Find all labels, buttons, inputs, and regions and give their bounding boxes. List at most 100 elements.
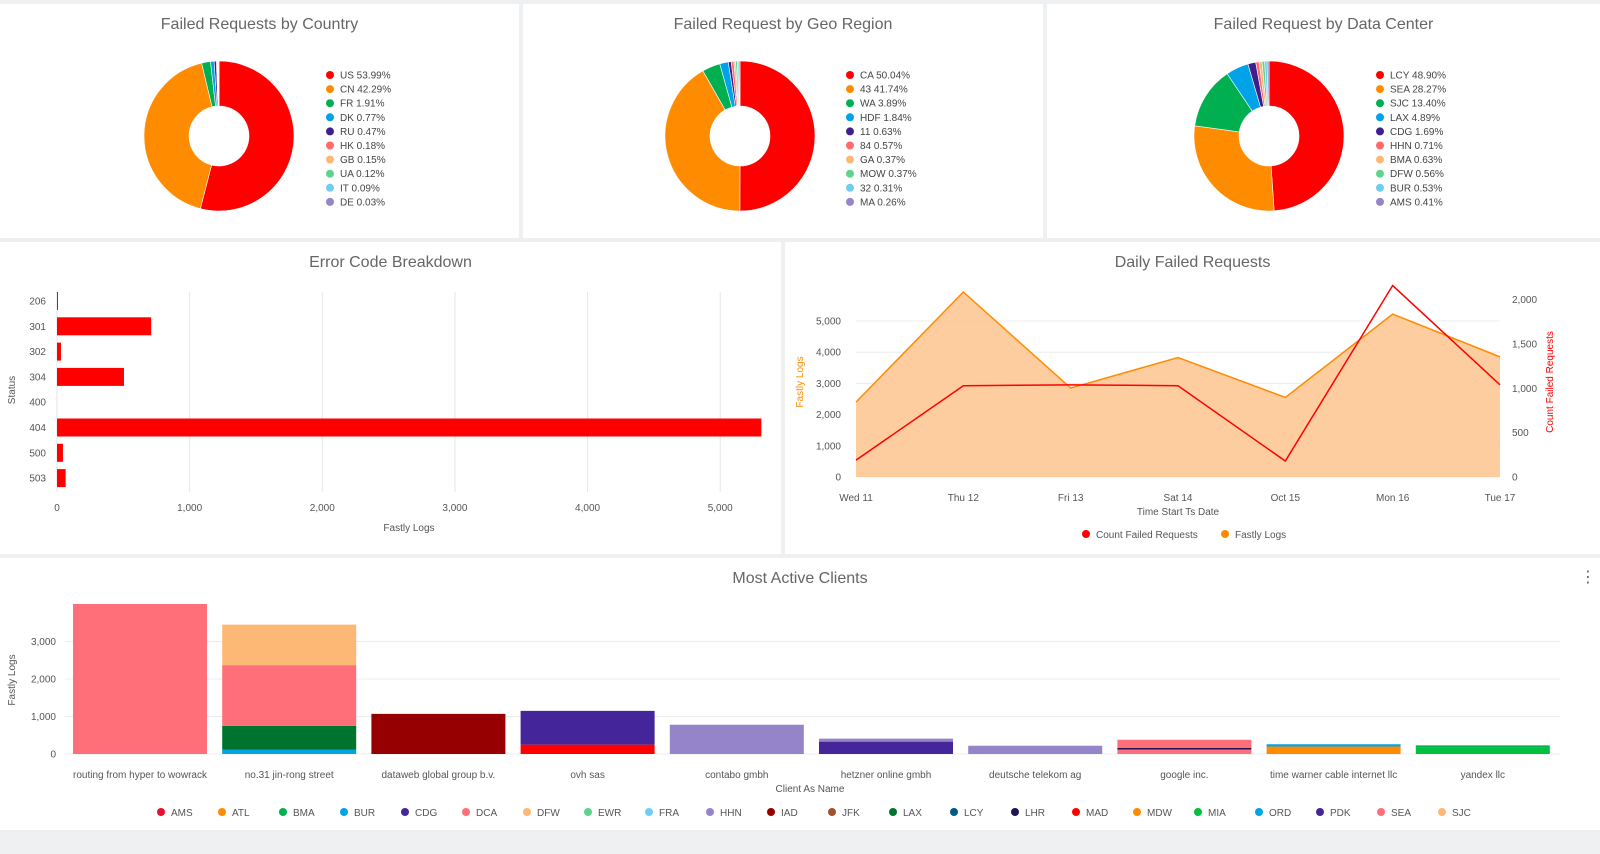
x-axis-title: Client As Name: [776, 784, 845, 795]
x-tick-label: Wed 11: [839, 493, 873, 504]
legend-dot: [889, 808, 897, 816]
legend-dot: [846, 183, 854, 192]
legend-label: DFW 0.56%: [1390, 169, 1444, 180]
legend-dot: [326, 85, 334, 94]
x-tick-label: Tue 17: [1485, 493, 1516, 504]
x-tick-label: 1,000: [177, 503, 202, 514]
legend-label: FR 1.91%: [340, 99, 385, 110]
bar: [57, 317, 152, 336]
legend-label: Fastly Logs: [1235, 530, 1286, 541]
pie-chart-region[interactable]: CA 50.04% 43 41.74% WA 3.89% HDF 1.84% 11 0.…: [523, 4, 1043, 238]
legend-dot: [846, 113, 854, 122]
pie-slice: [1266, 60, 1270, 107]
legend-label: BUR: [354, 808, 375, 819]
legend-label: MDW: [1147, 808, 1173, 819]
x-tick-label: hetzner online gmbh: [841, 770, 932, 781]
legend-label: RU 0.47%: [340, 127, 386, 138]
y-tick-label: 206: [29, 297, 46, 308]
legend-dot: [218, 808, 226, 816]
legend-dot: [767, 808, 775, 816]
legend-dot: [846, 155, 854, 164]
legend-label: 43 41.74%: [860, 85, 908, 96]
fastly-logs-area: [856, 291, 1500, 477]
pie-chart-country[interactable]: US 53.99% CN 42.29% FR 1.91% DK 0.77% RU 0.4…: [0, 4, 519, 238]
pie-chart-datacenter[interactable]: LCY 48.90% SEA 28.27% SJC 13.40% LAX 4.89% C…: [1047, 4, 1600, 238]
legend-label: SEA 28.27%: [1390, 85, 1446, 96]
legend-dot: [1194, 808, 1202, 816]
y-tick-label: 301: [29, 322, 46, 333]
legend-dot: [584, 808, 592, 816]
panel-title: Failed Request by Data Center: [1213, 16, 1434, 33]
panel-title: Error Code Breakdown: [309, 254, 472, 271]
x-axis-title: Fastly Logs: [383, 523, 434, 534]
bar: [57, 469, 66, 488]
bar-segment: [222, 725, 357, 750]
pie-slice: [1268, 60, 1345, 212]
y-tick-label: 2,000: [816, 410, 841, 421]
legend-label: LAX 4.89%: [1390, 113, 1440, 124]
legend-label: IAD: [781, 808, 798, 819]
legend-label: CDG 1.69%: [1390, 127, 1443, 138]
legend-dot: [1377, 808, 1385, 816]
legend-dot: [326, 113, 334, 122]
x-tick-label: time warner cable internet llc: [1270, 770, 1397, 781]
legend-label: GA 0.37%: [860, 155, 905, 166]
bar: [57, 342, 61, 361]
x-tick-label: yandex llc: [1461, 770, 1505, 781]
legend-label: CDG: [415, 808, 437, 819]
x-tick-label: Mon 16: [1376, 493, 1410, 504]
legend-dot: [326, 99, 334, 108]
legend-dot: [950, 808, 958, 816]
legend-label: DFW: [537, 808, 560, 819]
y2-axis-title: Count Failed Requests: [1545, 331, 1556, 433]
count-failed-line: [855, 284, 1501, 463]
legend-dot: [1082, 530, 1090, 538]
bar-segment: [222, 624, 357, 666]
y-tick-label: 503: [29, 474, 46, 485]
legend-label: ATL: [232, 808, 250, 819]
legend-label: LAX: [903, 808, 922, 819]
pie-slice: [1193, 125, 1275, 212]
legend-dot: [340, 808, 348, 816]
legend-dot: [846, 127, 854, 136]
bar-segment: [968, 745, 1103, 754]
legend-label: 32 0.31%: [860, 183, 902, 194]
legend-dot: [846, 99, 854, 108]
error-code-chart[interactable]: 0 1,000 2,000 3,000 4,000 5,000 206 301 302 304 40…: [0, 242, 781, 554]
bar-segment: [1415, 745, 1550, 748]
x-tick-label: 0: [54, 503, 60, 514]
x-tick-label: deutsche telekom ag: [989, 770, 1081, 781]
x-tick-label: Sat 14: [1164, 493, 1193, 504]
y2-tick-label: 1,500: [1512, 340, 1537, 351]
x-tick-label: Thu 12: [948, 493, 980, 504]
pie-slice: [143, 62, 213, 210]
x-tick-label: 3,000: [442, 503, 467, 514]
x-tick-label: dataweb global group b.v.: [382, 770, 496, 781]
legend-label: BUR 0.53%: [1390, 183, 1442, 194]
y-tick-label: 5,000: [816, 317, 841, 328]
y-tick-label: 1,000: [816, 441, 841, 452]
clients-chart[interactable]: 0 1,000 2,000 3,000 routing from hyper to wo…: [0, 558, 1600, 830]
legend-label: SEA: [1391, 808, 1411, 819]
y-tick-label: 302: [29, 347, 46, 358]
legend-label: CN 42.29%: [340, 85, 391, 96]
legend-dot: [846, 141, 854, 150]
clients-panel: Most Active Clients ⋮ 0 1,000 2,000 3,000 ro…: [0, 558, 1600, 830]
legend-dot: [523, 808, 531, 816]
legend-dot: [1072, 808, 1080, 816]
x-tick-label: 2,000: [310, 503, 335, 514]
legend-dot: [1376, 85, 1384, 94]
daily-failed-chart[interactable]: 0 1,000 2,000 3,000 4,000 5,000 0 500 1,000 1,500…: [785, 242, 1600, 554]
legend-label: BMA 0.63%: [1390, 155, 1442, 166]
y2-tick-label: 2,000: [1512, 295, 1537, 306]
y2-tick-label: 500: [1512, 428, 1529, 439]
y-tick-label: 304: [29, 372, 46, 383]
panel-title: Daily Failed Requests: [1114, 254, 1271, 271]
legend-label: DK 0.77%: [340, 113, 385, 124]
y2-tick-label: 0: [1512, 473, 1518, 484]
legend-dot: [326, 71, 334, 79]
x-tick-label: contabo gmbh: [705, 770, 768, 781]
pie-panel-datacenter: Failed Request by Data Center LCY 48.90%…: [1047, 4, 1600, 238]
y-tick-label: 3,000: [31, 637, 56, 648]
x-tick-label: 5,000: [708, 503, 733, 514]
